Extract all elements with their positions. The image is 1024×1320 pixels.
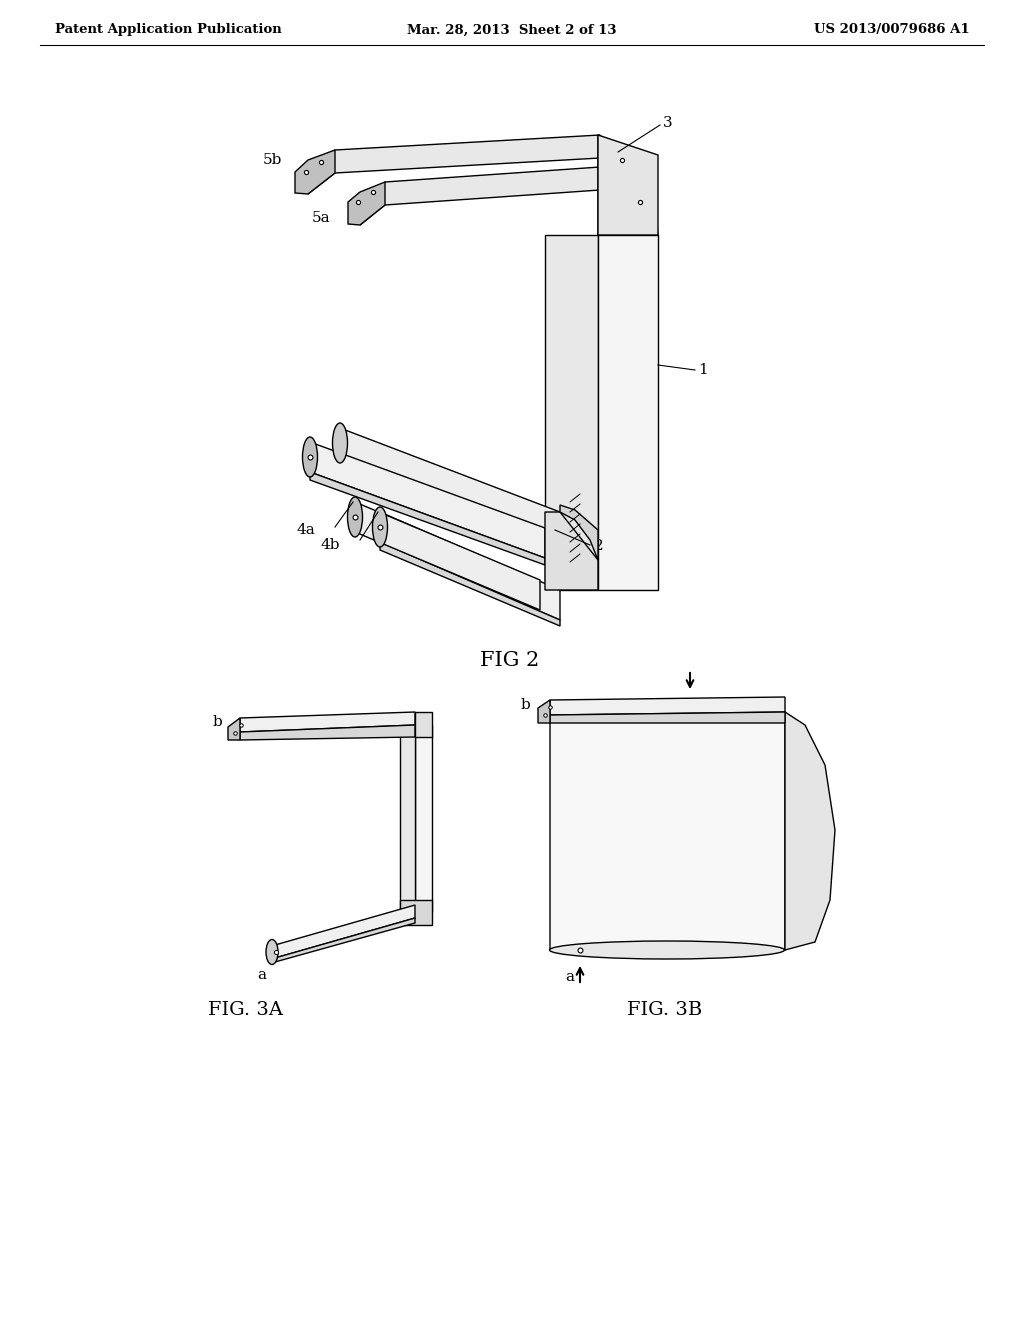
Polygon shape	[415, 711, 432, 737]
Polygon shape	[560, 506, 598, 560]
Polygon shape	[550, 711, 785, 950]
Polygon shape	[550, 711, 785, 723]
Text: 4a: 4a	[296, 523, 315, 537]
Polygon shape	[275, 917, 415, 962]
Text: 2: 2	[594, 539, 604, 553]
Text: US 2013/0079686 A1: US 2013/0079686 A1	[814, 24, 970, 37]
Text: FIG. 3B: FIG. 3B	[628, 1001, 702, 1019]
Polygon shape	[360, 168, 600, 224]
Polygon shape	[598, 135, 658, 235]
Ellipse shape	[266, 940, 278, 965]
Polygon shape	[415, 725, 432, 912]
Polygon shape	[340, 458, 560, 548]
Polygon shape	[598, 235, 658, 590]
Ellipse shape	[333, 422, 347, 463]
Ellipse shape	[347, 498, 362, 537]
Text: b: b	[212, 715, 222, 729]
Text: 1: 1	[698, 363, 708, 378]
Polygon shape	[538, 700, 550, 723]
Text: FIG. 3A: FIG. 3A	[208, 1001, 283, 1019]
Polygon shape	[340, 428, 560, 543]
Polygon shape	[400, 725, 415, 912]
Text: Patent Application Publication: Patent Application Publication	[55, 24, 282, 37]
Polygon shape	[380, 543, 560, 626]
Polygon shape	[228, 718, 240, 741]
Polygon shape	[240, 711, 415, 733]
Polygon shape	[275, 906, 415, 958]
Ellipse shape	[302, 437, 317, 477]
Polygon shape	[545, 235, 598, 590]
Text: 4b: 4b	[321, 539, 340, 552]
Polygon shape	[550, 697, 785, 715]
Polygon shape	[310, 473, 545, 565]
Polygon shape	[545, 512, 598, 590]
Text: a: a	[257, 968, 266, 982]
Ellipse shape	[550, 941, 784, 960]
Text: Mar. 28, 2013  Sheet 2 of 13: Mar. 28, 2013 Sheet 2 of 13	[408, 24, 616, 37]
Text: 5a: 5a	[311, 211, 330, 224]
Polygon shape	[355, 502, 540, 610]
Text: 3: 3	[663, 116, 673, 129]
Polygon shape	[310, 442, 545, 558]
Polygon shape	[380, 512, 560, 620]
Polygon shape	[348, 182, 385, 224]
Polygon shape	[598, 135, 658, 235]
Text: b: b	[520, 698, 530, 711]
Polygon shape	[240, 725, 415, 741]
Text: 5b: 5b	[262, 153, 282, 168]
Polygon shape	[308, 135, 600, 194]
Ellipse shape	[373, 507, 387, 546]
Polygon shape	[400, 900, 432, 925]
Text: FIG 2: FIG 2	[480, 651, 540, 669]
Polygon shape	[295, 150, 335, 194]
Text: a: a	[565, 970, 574, 983]
Polygon shape	[785, 711, 835, 950]
